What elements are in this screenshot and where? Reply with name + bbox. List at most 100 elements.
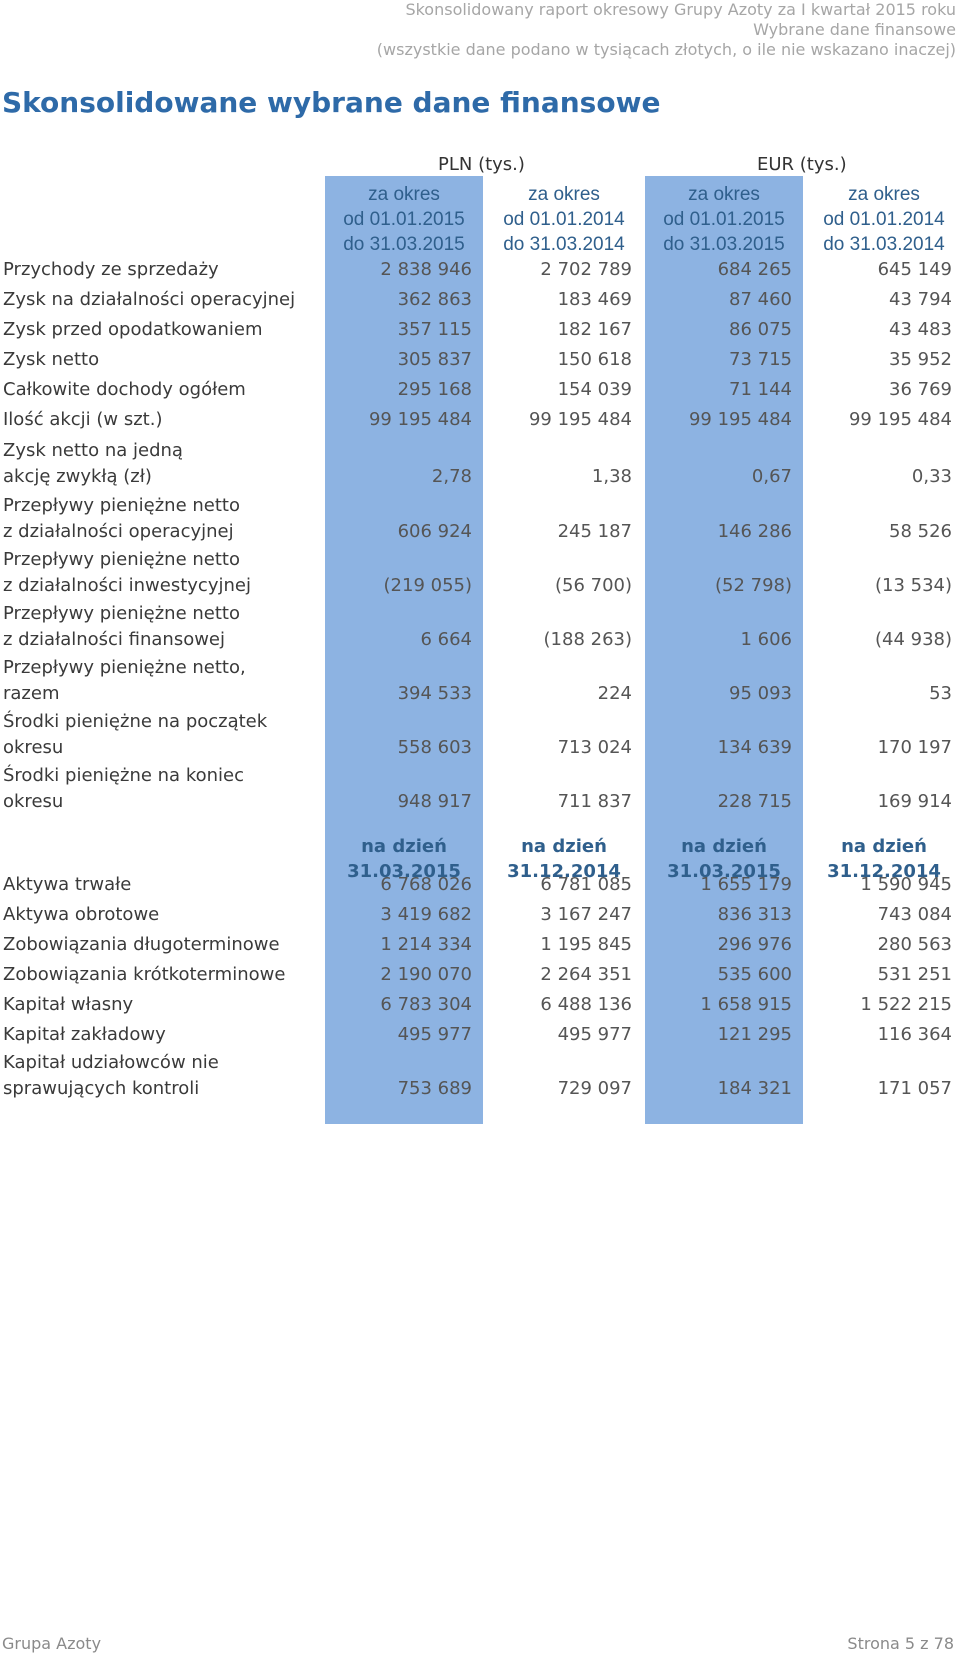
date-header: na dzień 31.03.2015 — [645, 834, 803, 884]
row-value: 36 769 — [889, 379, 952, 400]
row-value: 99 195 484 — [528, 409, 632, 430]
row-label-line: Zysk przed opodatkowaniem — [3, 319, 263, 340]
row-label-line: akcję zwykłą (zł) — [3, 466, 152, 487]
row-label: Środki pieniężne na początek okresu — [3, 709, 267, 761]
row-value: 245 187 — [557, 521, 632, 542]
row-value: 1,38 — [591, 466, 632, 487]
row-label-line: Zysk na działalności operacyjnej — [3, 289, 296, 310]
row-label-line: Środki pieniężne na koniec — [3, 765, 244, 786]
table-row: Przychody ze sprzedaży 2 838 946 2 702 789… — [0, 223, 960, 283]
table-row: Przepływy pieniężne netto z działalności … — [0, 539, 960, 599]
row-value: 711 837 — [557, 791, 632, 812]
row-label: Środki pieniężne na koniec okresu — [3, 763, 244, 815]
row-value: 35 952 — [889, 349, 952, 370]
footer-company: Grupa Azoty — [2, 1634, 102, 1653]
row-value: 753 689 — [397, 1078, 472, 1099]
row-label-line: razem — [3, 683, 60, 704]
date-header-line: 31.03.2015 — [347, 861, 461, 882]
row-value: 43 483 — [889, 319, 952, 340]
period-header: za okres od 01.01.2015 do 31.03.2015 — [645, 182, 803, 257]
row-label-line: Zobowiązania długoterminowe — [3, 934, 280, 955]
row-value: 121 295 — [717, 1024, 792, 1045]
page-header: Skonsolidowany raport okresowy Grupy Azo… — [377, 0, 956, 60]
row-value: 182 167 — [557, 319, 632, 340]
row-label: Kapitał udziałowców nie sprawujących kont… — [3, 1050, 219, 1102]
row-value: 99 195 484 — [848, 409, 952, 430]
row-value: 169 914 — [877, 791, 952, 812]
row-value: 95 093 — [729, 683, 792, 704]
table-row: Przepływy pieniężne netto z działalności … — [0, 593, 960, 653]
row-value: 99 195 484 — [368, 409, 472, 430]
table-row: Ilość akcji (w szt.) 99 195 484 99 195 484… — [0, 373, 960, 433]
table-row: Zobowiązania długoterminowe 1 214 334 1 19… — [0, 898, 960, 958]
row-label: Przepływy pieniężne netto, razem — [3, 655, 246, 707]
period-header-line: od 01.01.2015 — [343, 209, 465, 230]
period-header-line: za okres — [688, 184, 760, 205]
date-header-line: na dzień — [521, 836, 607, 857]
row-label-line: z działalności inwestycyjnej — [3, 575, 251, 596]
row-value: 394 533 — [397, 683, 472, 704]
row-label: Przepływy pieniężne netto z działalności … — [3, 493, 240, 545]
period-header-line: do 31.03.2015 — [663, 234, 785, 255]
row-value: 6 768 026 — [380, 874, 472, 895]
row-label-line: Kapitał udziałowców nie — [3, 1052, 219, 1073]
row-value: 606 924 — [397, 521, 472, 542]
row-label: Zysk netto — [3, 347, 99, 373]
row-label: Ilość akcji (w szt.) — [3, 407, 163, 433]
date-header-line: na dzień — [681, 836, 767, 857]
row-value: 1 658 915 — [700, 994, 792, 1015]
row-value: 948 917 — [397, 791, 472, 812]
units-note-line: (wszystkie dane podano w tysiącach złoty… — [376, 40, 956, 59]
period-header: za okres od 01.01.2015 do 31.03.2015 — [325, 182, 483, 257]
row-label-line: Przepływy pieniężne netto — [3, 603, 240, 624]
table-row: Zysk przed opodatkowaniem 357 115 182 167 8… — [0, 283, 960, 343]
row-label-line: Przychody ze sprzedaży — [3, 259, 219, 280]
row-value: 362 863 — [397, 289, 472, 310]
row-label: Zysk netto na jedną akcję zwykłą (zł) — [3, 438, 183, 490]
row-label-line: sprawujących kontroli — [3, 1078, 200, 1099]
row-value: 1 590 945 — [860, 874, 952, 895]
row-value: 6 488 136 — [540, 994, 632, 1015]
row-label-line: Przepływy pieniężne netto — [3, 495, 240, 516]
row-label-line: Ilość akcji (w szt.) — [3, 409, 163, 430]
table-row: Kapitał zakładowy 495 977 495 977 121 295 11… — [0, 988, 960, 1048]
row-value: 146 286 — [717, 521, 792, 542]
currency-eur-header: EUR (tys.) — [757, 154, 847, 175]
table-row: Aktywa obrotowe 3 419 682 3 167 247 836 313… — [0, 868, 960, 928]
row-value: (56 700) — [554, 575, 632, 596]
table-row: Zysk netto na jedną akcję zwykłą (zł) 2,78… — [0, 430, 960, 490]
row-label-line: Aktywa obrotowe — [3, 904, 160, 925]
period-header-line: od 01.01.2015 — [663, 209, 785, 230]
row-label: Całkowite dochody ogółem — [3, 377, 246, 403]
row-value: 116 364 — [877, 1024, 952, 1045]
row-label-line: Przepływy pieniężne netto, — [3, 657, 246, 678]
row-label: Zysk przed opodatkowaniem — [3, 317, 263, 343]
row-value: 71 144 — [729, 379, 792, 400]
row-value: 228 715 — [717, 791, 792, 812]
row-value: 73 715 — [729, 349, 792, 370]
row-value: 6 664 — [420, 629, 472, 650]
page-title: Skonsolidowane wybrane dane finansowe — [2, 86, 661, 119]
date-header-line: 31.12.2014 — [507, 861, 621, 882]
table-row: Kapitał własny 6 783 304 6 488 136 1 658 91… — [0, 958, 960, 1018]
row-label: Przychody ze sprzedaży — [3, 257, 219, 283]
row-label-line: Aktywa trwałe — [3, 874, 132, 895]
row-label-line: Całkowite dochody ogółem — [3, 379, 246, 400]
period-header-line: od 01.01.2014 — [823, 209, 945, 230]
row-value: 1 655 179 — [700, 874, 792, 895]
row-value: (44 938) — [874, 629, 952, 650]
row-label-line: okresu — [3, 737, 64, 758]
row-label-line: z działalności operacyjnej — [3, 521, 234, 542]
row-value: 2 190 070 — [380, 964, 472, 985]
row-value: 1 606 — [740, 629, 792, 650]
row-value: 150 618 — [557, 349, 632, 370]
row-value: 6 781 085 — [540, 874, 632, 895]
date-header: na dzień 31.12.2014 — [805, 834, 960, 884]
row-value: 495 977 — [557, 1024, 632, 1045]
table-row: Zysk na działalności operacyjnej 362 863 1… — [0, 253, 960, 313]
row-value: 87 460 — [729, 289, 792, 310]
highlight-column-eur-current — [645, 176, 803, 1124]
date-header-line: 31.03.2015 — [667, 861, 781, 882]
row-value: 2 702 789 — [540, 259, 632, 280]
table-row: Środki pieniężne na koniec okresu 948 917 7… — [0, 755, 960, 815]
